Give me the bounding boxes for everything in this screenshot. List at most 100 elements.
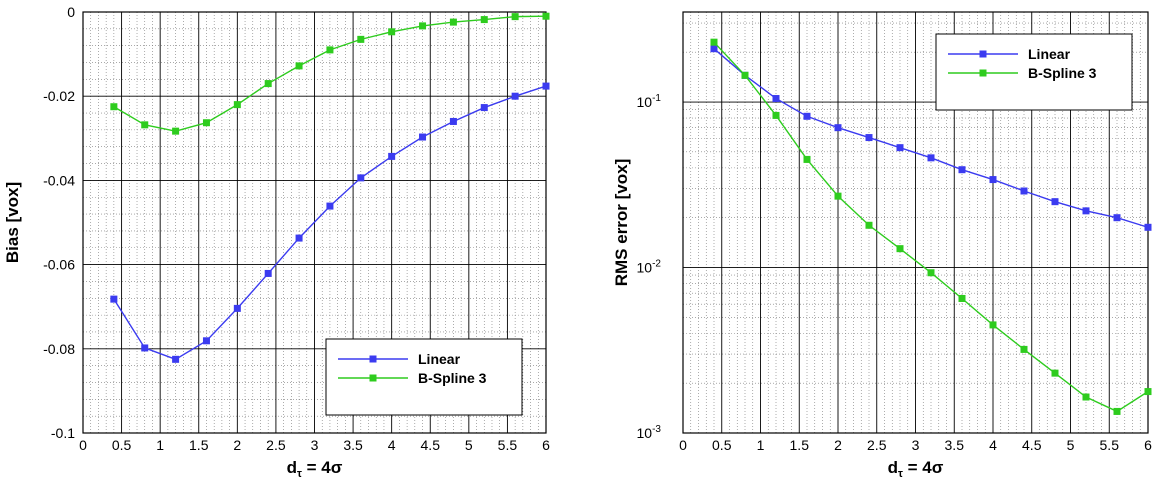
x-tick-label: 2 [233, 437, 241, 453]
bias-chart-x-ticks: 0 0.5 1 1.5 2 2.5 3 3.5 4 4.5 5 5.5 6 [79, 437, 550, 453]
rms-chart-x-axis-label: dτ = 4σ [888, 458, 944, 479]
x-tick-label: 1.5 [189, 437, 209, 453]
y-tick-label: -0.02 [43, 88, 75, 104]
y-tick-label: -0.1 [51, 425, 75, 441]
data-point [927, 154, 935, 162]
x-tick-label: 0.5 [112, 437, 132, 453]
x-tick-label: 5 [1067, 437, 1075, 453]
x-tick-label: 1 [757, 437, 765, 453]
data-point [542, 82, 550, 90]
data-point [419, 133, 427, 141]
data-point [357, 174, 365, 182]
y-tick-label: 10-2 [637, 259, 662, 276]
legend-label: B-Spline 3 [418, 370, 487, 386]
data-point [202, 337, 210, 345]
rms-chart-y-axis-label: RMS error [vox] [612, 159, 631, 287]
data-point [989, 321, 997, 329]
data-point [357, 35, 365, 43]
x-tick-label: 1.5 [790, 437, 810, 453]
legend-marker [369, 374, 377, 382]
x-tick-label: 5 [465, 437, 473, 453]
data-point [480, 104, 488, 112]
data-point [542, 12, 550, 20]
data-point [264, 80, 272, 88]
data-point [927, 269, 935, 277]
data-point [989, 176, 997, 184]
data-point [141, 344, 149, 352]
x-tick-label: 2.5 [266, 437, 286, 453]
data-point [511, 92, 519, 100]
bias-chart-y-ticks: -0.1 -0.08 -0.06 -0.04 -0.02 0 [43, 4, 75, 441]
x-tick-label: 3.5 [945, 437, 965, 453]
x-tick-label: 3.5 [343, 437, 363, 453]
data-point [1082, 207, 1090, 215]
data-point [110, 295, 118, 303]
data-point [896, 245, 904, 253]
legend-marker [979, 69, 987, 77]
x-tick-label: 0 [679, 437, 687, 453]
y-tick-label: 10-1 [637, 93, 662, 110]
data-point [865, 221, 873, 229]
data-point [449, 117, 457, 125]
data-point [511, 13, 519, 21]
rms-chart: 0 0.5 1 1.5 2 2.5 3 3.5 4 4.5 5 5.5 6 10-3 10-2 10-1 R… [612, 11, 1152, 479]
y-tick-label: -0.08 [43, 341, 75, 357]
legend-label: Linear [418, 351, 461, 367]
data-point [865, 134, 873, 142]
x-tick-label: 3 [912, 437, 920, 453]
data-point [1082, 393, 1090, 401]
data-point [834, 124, 842, 132]
data-point [1020, 187, 1028, 195]
data-point [958, 294, 966, 302]
bias-chart-frame [82, 11, 547, 434]
data-point [710, 45, 718, 53]
rms-chart-x-ticks: 0 0.5 1 1.5 2 2.5 3 3.5 4 4.5 5 5.5 6 [679, 437, 1152, 453]
x-tick-label: 3 [311, 437, 319, 453]
x-tick-label: 4.5 [1022, 437, 1042, 453]
data-point [803, 155, 811, 163]
data-point [1020, 345, 1028, 353]
data-point [233, 304, 241, 312]
y-tick-label: -0.06 [43, 257, 75, 273]
data-point [141, 121, 149, 129]
data-point [449, 18, 457, 26]
data-point [264, 269, 272, 277]
x-tick-label: 1 [156, 437, 164, 453]
y-tick-label: 10-3 [637, 424, 662, 441]
data-point [1051, 369, 1059, 377]
legend-label: B-Spline 3 [1028, 65, 1097, 81]
data-point [202, 119, 210, 127]
x-tick-label: 2.5 [867, 437, 887, 453]
rms-chart-series [710, 38, 1152, 415]
data-point [1113, 214, 1121, 222]
data-point [958, 166, 966, 174]
data-point [741, 71, 749, 79]
x-tick-label: 4 [989, 437, 997, 453]
rms-chart-frame [682, 11, 1149, 434]
legend-marker [369, 355, 377, 363]
rms-chart-legend: Linear B-Spline 3 [935, 33, 1133, 111]
data-point [295, 234, 303, 242]
legend-marker [979, 50, 987, 58]
data-point [772, 111, 780, 119]
data-point [172, 355, 180, 363]
data-point [295, 62, 303, 70]
data-point [1144, 388, 1152, 396]
data-point [419, 22, 427, 30]
data-point [896, 144, 904, 152]
data-point [1113, 407, 1121, 415]
data-point [388, 28, 396, 36]
bias-chart-y-axis-label: Bias [vox] [3, 182, 22, 263]
legend-label: Linear [1028, 46, 1071, 62]
x-tick-label: 2 [834, 437, 842, 453]
legend-box [935, 33, 1133, 111]
data-point [480, 16, 488, 24]
data-point [172, 127, 180, 135]
bias-chart-x-axis-label: dτ = 4σ [287, 458, 343, 479]
data-point [1051, 198, 1059, 206]
x-tick-label: 0.5 [712, 437, 732, 453]
bias-chart: 0 0.5 1 1.5 2 2.5 3 3.5 4 4.5 5 5.5 6 -0.1 -0.08 -0.06… [3, 4, 550, 479]
data-point [326, 202, 334, 210]
x-tick-label: 6 [542, 437, 550, 453]
rms-chart-y-ticks: 10-3 10-2 10-1 [637, 93, 662, 441]
